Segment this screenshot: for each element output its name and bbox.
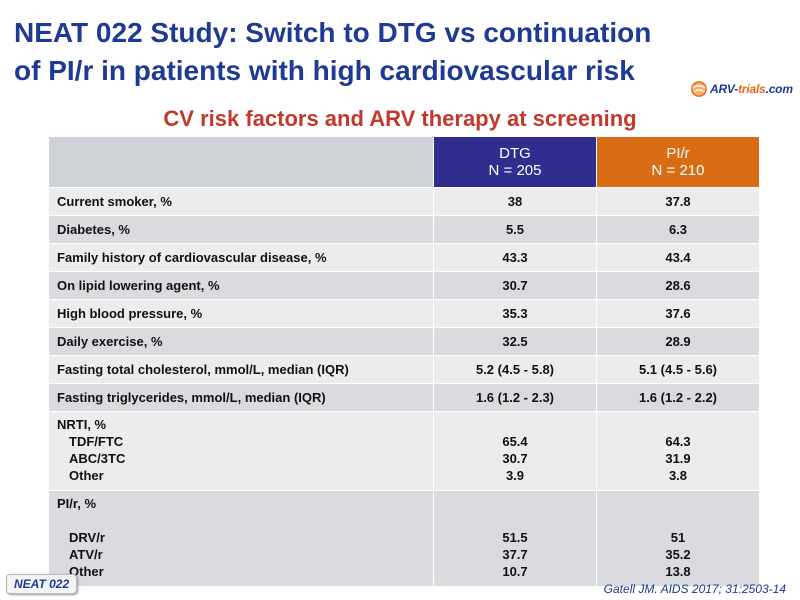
pir-item-label: Other [69, 564, 104, 579]
table-row: Family history of cardiovascular disease… [48, 243, 760, 272]
row-dtg-value: 5.5 [433, 215, 597, 244]
row-label: Daily exercise, % [48, 327, 434, 356]
nrti-dtg-values: 65.4 30.7 3.9 [433, 411, 597, 491]
row-label: Diabetes, % [48, 215, 434, 244]
header-dtg-n: N = 205 [488, 162, 542, 179]
row-pir-value: 6.3 [596, 215, 760, 244]
row-pir-value: 37.8 [596, 187, 760, 216]
logo-text: ARV-trials.com [710, 82, 793, 96]
row-pir-value: 28.9 [596, 327, 760, 356]
header-empty-cell [48, 136, 434, 188]
pir-pir-value: 35.2 [665, 547, 691, 562]
row-label: Fasting total cholesterol, mmol/L, media… [48, 355, 434, 384]
table-row: Daily exercise, % 32.5 28.9 [48, 327, 760, 356]
pir-item-label: ATV/r [69, 547, 103, 562]
pir-dtg-value: 10.7 [502, 564, 528, 579]
header-dtg: DTG N = 205 [433, 136, 597, 188]
pir-dtg-value: 51.5 [502, 530, 528, 545]
row-dtg-value: 1.6 (1.2 - 2.3) [433, 383, 597, 412]
nrti-pir-values: 64.3 31.9 3.8 [596, 411, 760, 491]
nrti-item-label: ABC/3TC [69, 451, 126, 466]
globe-icon [691, 81, 707, 97]
table-row: Fasting total cholesterol, mmol/L, media… [48, 355, 760, 384]
nrti-dtg-value: 30.7 [502, 451, 528, 466]
pir-group-label: PI/r, % [57, 496, 97, 511]
row-dtg-value: 32.5 [433, 327, 597, 356]
slide-title: NEAT 022 Study: Switch to DTG vs continu… [14, 14, 694, 90]
pir-pir-value: 13.8 [665, 564, 691, 579]
header-pir: PI/r N = 210 [596, 136, 760, 188]
nrti-dtg-value: 3.9 [505, 468, 525, 483]
nrti-pir-value: 64.3 [665, 434, 691, 449]
table-row-nrti: NRTI, % TDF/FTC ABC/3TC Other 65.4 30.7 … [48, 411, 760, 491]
cv-risk-table: DTG N = 205 PI/r N = 210 Current smoker,… [48, 136, 760, 587]
row-pir-value: 1.6 (1.2 - 2.2) [596, 383, 760, 412]
row-label: Fasting triglycerides, mmol/L, median (I… [48, 383, 434, 412]
header-dtg-label: DTG [499, 145, 531, 162]
table-row-pir: PI/r, % DRV/r ATV/r Other 51.5 37.7 10.7… [48, 490, 760, 587]
row-label: On lipid lowering agent, % [48, 271, 434, 300]
pir-labels: PI/r, % DRV/r ATV/r Other [48, 490, 434, 587]
row-pir-value: 43.4 [596, 243, 760, 272]
table-row: High blood pressure, % 35.3 37.6 [48, 299, 760, 328]
pir-pir-value: 51 [670, 530, 686, 545]
row-pir-value: 28.6 [596, 271, 760, 300]
row-dtg-value: 43.3 [433, 243, 597, 272]
table-row: Fasting triglycerides, mmol/L, median (I… [48, 383, 760, 412]
nrti-pir-value: 3.8 [668, 468, 688, 483]
table-header-row: DTG N = 205 PI/r N = 210 [48, 136, 760, 188]
table-subtitle: CV risk factors and ARV therapy at scree… [163, 106, 637, 131]
pir-dtg-value: 37.7 [502, 547, 528, 562]
row-pir-value: 37.6 [596, 299, 760, 328]
row-label: High blood pressure, % [48, 299, 434, 328]
arv-trials-logo: ARV-trials.com [690, 78, 795, 100]
row-dtg-value: 38 [433, 187, 597, 216]
row-dtg-value: 30.7 [433, 271, 597, 300]
row-dtg-value: 35.3 [433, 299, 597, 328]
nrti-dtg-value: 65.4 [502, 434, 528, 449]
pir-dtg-values: 51.5 37.7 10.7 [433, 490, 597, 587]
table-row: Current smoker, % 38 37.8 [48, 187, 760, 216]
title-line-2: of PI/r in patients with high cardiovasc… [14, 55, 635, 86]
row-label: Current smoker, % [48, 187, 434, 216]
table-row: On lipid lowering agent, % 30.7 28.6 [48, 271, 760, 300]
row-label: Family history of cardiovascular disease… [48, 243, 434, 272]
header-pir-label: PI/r [666, 145, 690, 162]
header-pir-n: N = 210 [651, 162, 705, 179]
table-row: Diabetes, % 5.5 6.3 [48, 215, 760, 244]
row-pir-value: 5.1 (4.5 - 5.6) [596, 355, 760, 384]
citation: Gatell JM. AIDS 2017; 31:2503-14 [603, 582, 786, 596]
pir-item-label: DRV/r [69, 530, 105, 545]
nrti-group-label: NRTI, % [57, 417, 107, 432]
nrti-item-label: Other [69, 468, 104, 483]
study-badge: NEAT 022 [6, 574, 78, 594]
nrti-item-label: TDF/FTC [69, 434, 124, 449]
title-line-1: NEAT 022 Study: Switch to DTG vs continu… [14, 17, 652, 48]
pir-pir-values: 51 35.2 13.8 [596, 490, 760, 587]
nrti-labels: NRTI, % TDF/FTC ABC/3TC Other [48, 411, 434, 491]
nrti-pir-value: 31.9 [665, 451, 691, 466]
row-dtg-value: 5.2 (4.5 - 5.8) [433, 355, 597, 384]
